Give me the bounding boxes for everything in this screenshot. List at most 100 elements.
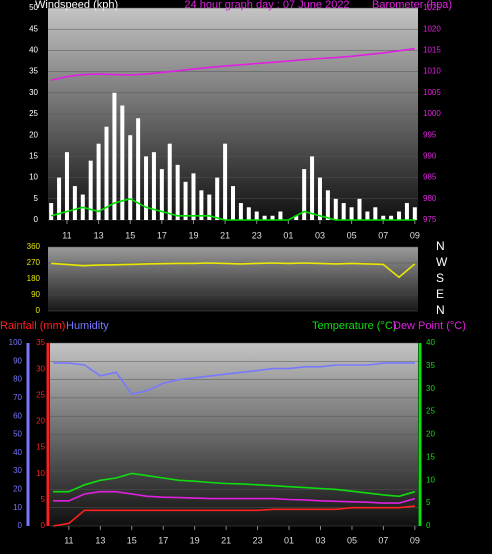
bar bbox=[215, 177, 220, 220]
legend-label: Rainfall (mm) bbox=[0, 320, 65, 332]
bar bbox=[254, 211, 259, 220]
tick-label: 40 bbox=[13, 448, 22, 457]
bar bbox=[325, 190, 330, 220]
x-tick-label: 03 bbox=[315, 535, 325, 545]
bar bbox=[64, 152, 69, 220]
tick-label: 270 bbox=[27, 258, 41, 267]
bar bbox=[191, 173, 196, 220]
tick-label: 1005 bbox=[423, 88, 441, 97]
bar bbox=[207, 194, 212, 220]
tick-label: 35 bbox=[426, 361, 435, 370]
legend-label: Temperature (°C) bbox=[312, 320, 396, 332]
tick-label: 985 bbox=[423, 173, 437, 182]
x-tick-label: 07 bbox=[378, 535, 388, 545]
tick-label: 5 bbox=[41, 495, 46, 504]
bar bbox=[159, 169, 164, 220]
tick-label: 25 bbox=[426, 407, 435, 416]
tick-label: 0 bbox=[18, 521, 23, 530]
tick-label: N bbox=[436, 303, 445, 317]
line bbox=[52, 505, 415, 527]
tick-label: 90 bbox=[31, 290, 40, 299]
line bbox=[51, 262, 416, 279]
tick-label: 20 bbox=[36, 417, 45, 426]
line bbox=[51, 47, 415, 81]
x-tick-label: 11 bbox=[62, 230, 71, 240]
tick-label: 1000 bbox=[423, 109, 441, 118]
tick-label: 100 bbox=[9, 338, 23, 347]
x-tick-label: 19 bbox=[190, 535, 200, 545]
tick-label: 0 bbox=[426, 521, 431, 530]
axis-title: Windspeed (kph) bbox=[35, 0, 118, 11]
x-tick-label: 13 bbox=[95, 535, 105, 545]
bar bbox=[381, 215, 386, 220]
x-tick-label: 19 bbox=[188, 230, 198, 240]
tick-label: 40 bbox=[29, 46, 38, 55]
bar bbox=[357, 198, 362, 220]
bar bbox=[270, 215, 275, 220]
tick-label: 1015 bbox=[423, 46, 441, 55]
x-tick-label: 11 bbox=[64, 535, 73, 545]
tick-label: 5 bbox=[34, 194, 39, 203]
tick-label: 30 bbox=[426, 384, 435, 393]
bar bbox=[397, 211, 402, 220]
tick-label: 5 bbox=[426, 498, 431, 507]
tick-label: 0 bbox=[36, 306, 41, 315]
bar bbox=[120, 105, 125, 220]
tick-label: 990 bbox=[423, 152, 437, 161]
axis-title: Barometer (hpa) bbox=[372, 0, 452, 11]
tick-label: 15 bbox=[36, 443, 45, 452]
bar bbox=[412, 207, 417, 220]
tick-label: 70 bbox=[13, 393, 22, 402]
x-tick-label: 03 bbox=[315, 230, 325, 240]
bar bbox=[231, 186, 235, 220]
tick-label: 40 bbox=[426, 338, 435, 347]
tick-label: 20 bbox=[13, 485, 22, 494]
x-tick-label: 13 bbox=[94, 230, 104, 240]
line bbox=[53, 472, 416, 498]
bar bbox=[183, 181, 188, 220]
tick-label: 20 bbox=[29, 130, 38, 139]
bar bbox=[49, 203, 54, 220]
tick-label: 20 bbox=[426, 430, 435, 439]
bar bbox=[246, 207, 251, 220]
x-tick-label: 21 bbox=[220, 230, 230, 240]
bar bbox=[349, 207, 354, 220]
bar bbox=[302, 169, 307, 220]
tick-label: 0 bbox=[34, 215, 39, 224]
tick-label: 50 bbox=[13, 430, 22, 439]
tick-label: 180 bbox=[27, 274, 41, 283]
bar bbox=[389, 215, 394, 220]
bar bbox=[365, 211, 370, 220]
bar bbox=[294, 215, 299, 220]
tick-label: 25 bbox=[29, 109, 38, 118]
bar bbox=[223, 143, 228, 220]
tick-label: 10 bbox=[36, 469, 45, 478]
bar bbox=[128, 135, 133, 220]
x-tick-label: 07 bbox=[378, 230, 388, 240]
tick-label: 30 bbox=[13, 466, 22, 475]
tick-label: 90 bbox=[13, 356, 22, 365]
bar bbox=[136, 118, 141, 220]
tick-label: 0 bbox=[41, 521, 46, 530]
tick-label: 995 bbox=[423, 130, 437, 139]
x-tick-label: 01 bbox=[283, 230, 293, 240]
bar bbox=[175, 164, 180, 220]
tick-label: 1025 bbox=[423, 3, 441, 12]
bar bbox=[167, 143, 172, 220]
x-tick-label: 05 bbox=[347, 535, 357, 545]
tick-label: S bbox=[436, 271, 444, 285]
bar bbox=[310, 156, 315, 220]
x-tick-label: 23 bbox=[252, 230, 262, 240]
x-tick-label: 09 bbox=[410, 230, 420, 240]
bar bbox=[373, 207, 378, 220]
bar bbox=[88, 160, 93, 220]
tick-label: 30 bbox=[36, 364, 45, 373]
bar bbox=[238, 203, 243, 220]
tick-label: 1020 bbox=[423, 24, 441, 33]
tick-label: 35 bbox=[36, 338, 45, 347]
tick-label: 10 bbox=[13, 503, 22, 512]
legend-label: Dew Point (°C) bbox=[393, 320, 466, 332]
tick-label: 10 bbox=[426, 475, 435, 484]
